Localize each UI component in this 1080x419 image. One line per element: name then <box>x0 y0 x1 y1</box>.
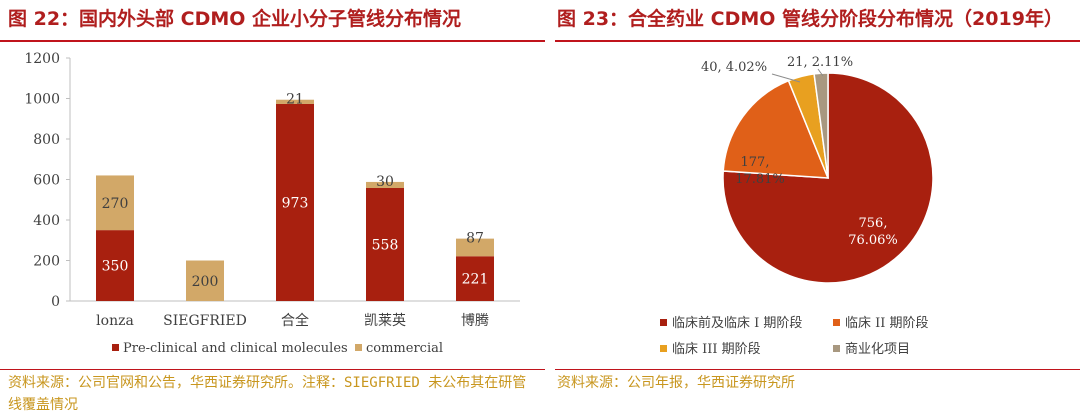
left-source-note: 资料来源：公司官网和公告，华西证券研究所。注释：SIEGFRIED 未公布其在研… <box>8 375 527 413</box>
y-tick-label: 0 <box>51 294 60 310</box>
y-tick-label: 800 <box>33 132 60 148</box>
bar-value-label: 221 <box>462 272 489 288</box>
y-tick-label: 1000 <box>24 92 60 108</box>
legend-label: Pre-clinical and clinical molecules <box>123 341 348 356</box>
pie-data-label: 756, <box>859 216 888 231</box>
pie-slice <box>722 72 934 284</box>
pie-data-label: 17.81% <box>735 172 785 187</box>
pie-slice <box>722 79 830 179</box>
left-chart-title: 图 22：国内外头部 CDMO 企业小分子管线分布情况 <box>8 8 462 30</box>
x-category-label: lonza <box>96 313 134 329</box>
right-title-rule <box>555 40 1080 42</box>
bar-segment <box>96 175 134 231</box>
legend-label: 临床 II 期阶段 <box>845 316 929 331</box>
y-tick-label: 600 <box>33 173 60 189</box>
legend-label: 商业化项目 <box>845 342 910 357</box>
legend-label: 临床前及临床 I 期阶段 <box>672 315 802 331</box>
pie-data-label: 177, <box>741 155 770 170</box>
bar-value-label: 558 <box>372 238 399 254</box>
legend-swatch <box>112 344 119 351</box>
legend-label: commercial <box>366 341 443 356</box>
x-category-label: 凯莱英 <box>364 312 406 329</box>
bar-segment <box>366 181 404 189</box>
legend-swatch <box>660 345 667 352</box>
y-tick-label: 200 <box>33 254 60 270</box>
leader-line <box>771 73 801 83</box>
bar-segment <box>366 188 404 301</box>
y-tick-label: 1200 <box>24 51 60 67</box>
x-category-label: 合全 <box>281 312 309 329</box>
legend-swatch <box>833 319 840 326</box>
bar-segment <box>276 103 314 301</box>
bar-segment <box>276 99 314 104</box>
x-category-label: SIEGFRIED <box>163 313 247 329</box>
bar-value-label: 30 <box>376 174 394 190</box>
bar-legend: Pre-clinical and clinical molecules comme… <box>112 341 443 356</box>
bar-value-label: 973 <box>282 195 309 211</box>
right-chart-title: 图 23：合全药业 CDMO 管线分阶段分布情况（2019年） <box>557 8 1063 30</box>
right-source-note: 资料来源：公司年报，华西证券研究所 <box>557 375 795 391</box>
left-title-rule <box>0 40 545 42</box>
bar-value-label: 350 <box>102 259 129 275</box>
bar-value-label: 87 <box>466 231 484 247</box>
legend-swatch <box>660 319 667 326</box>
left-source-rule <box>0 369 545 370</box>
legend-swatch <box>355 344 362 351</box>
pie-chart: 756, 76.06% 177, 17.81% 40, 4.02% 21, 2.11% 临床… <box>660 55 934 357</box>
bar-segment <box>456 256 494 301</box>
x-category-label: 博腾 <box>461 312 489 329</box>
legend-label: 临床 III 期阶段 <box>672 342 761 357</box>
y-tick-label: 400 <box>33 213 60 229</box>
bar-segment <box>186 260 224 301</box>
bar-segment <box>456 238 494 257</box>
pie-data-label: 21, 2.11% <box>787 55 853 70</box>
legend-swatch <box>833 345 840 352</box>
bar-chart: 0 200 400 600 800 1000 1200 350 270 lonza 200 SIEGF… <box>24 51 520 356</box>
pie-data-label: 40, 4.02% <box>701 60 767 75</box>
bar-value-label: 270 <box>102 196 129 212</box>
bar-segment <box>96 230 134 301</box>
bar-value-label: 21 <box>286 92 304 108</box>
pie-data-label: 76.06% <box>848 233 898 248</box>
right-source-rule <box>555 369 1080 370</box>
bar-value-label: 200 <box>192 274 219 290</box>
leader-line <box>817 68 824 77</box>
